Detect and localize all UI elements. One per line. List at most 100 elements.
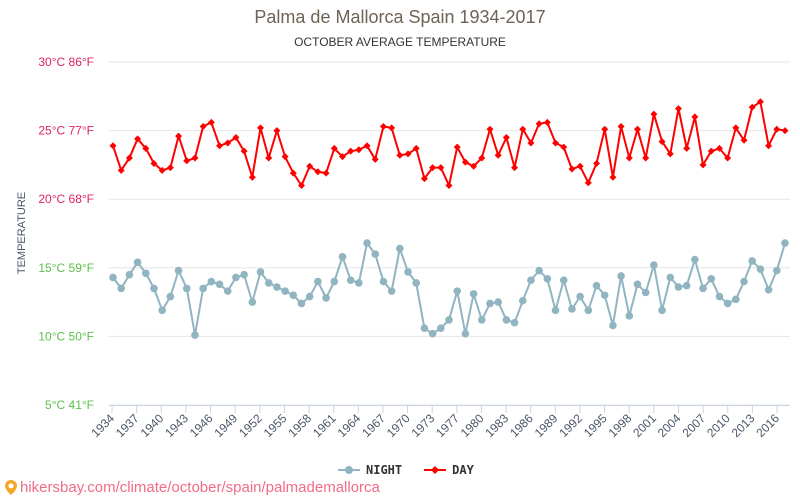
day-point[interactable] — [134, 135, 142, 143]
day-point[interactable] — [314, 168, 322, 176]
day-point[interactable] — [191, 154, 199, 162]
day-point[interactable] — [748, 103, 756, 111]
night-point[interactable] — [355, 279, 363, 287]
day-point[interactable] — [552, 139, 560, 147]
day-point[interactable] — [109, 142, 117, 150]
day-point[interactable] — [175, 132, 183, 140]
day-point[interactable] — [519, 125, 527, 133]
night-point[interactable] — [691, 255, 699, 264]
day-point[interactable] — [396, 151, 404, 159]
day-point[interactable] — [117, 166, 125, 174]
night-point[interactable] — [781, 239, 789, 247]
day-point[interactable] — [576, 162, 584, 170]
day-point[interactable] — [715, 144, 723, 152]
night-point[interactable] — [699, 284, 707, 293]
day-point[interactable] — [633, 125, 641, 133]
night-point[interactable] — [469, 290, 478, 298]
day-point[interactable] — [707, 147, 715, 155]
night-point[interactable] — [740, 277, 748, 286]
day-point[interactable] — [543, 118, 551, 126]
night-point[interactable] — [453, 287, 461, 295]
night-point[interactable] — [273, 283, 281, 291]
day-point[interactable] — [338, 153, 346, 161]
night-point[interactable] — [248, 298, 257, 306]
day-point[interactable] — [150, 160, 158, 168]
day-point[interactable] — [609, 173, 617, 181]
night-point[interactable] — [568, 305, 576, 313]
night-point[interactable] — [281, 287, 289, 295]
day-point[interactable] — [388, 124, 396, 132]
night-point[interactable] — [502, 316, 511, 324]
source-url[interactable]: hikersbay.com/climate/october/spain/palm… — [20, 479, 380, 496]
day-point[interactable] — [379, 122, 387, 130]
night-point[interactable] — [396, 244, 404, 253]
day-point[interactable] — [199, 122, 207, 130]
day-point[interactable] — [412, 144, 420, 152]
day-point[interactable] — [125, 154, 133, 162]
night-point[interactable] — [527, 276, 535, 284]
day-point[interactable] — [502, 133, 510, 141]
night-point[interactable] — [437, 324, 445, 332]
legend-item-night[interactable]: NIGHT — [338, 463, 402, 477]
night-point[interactable] — [141, 269, 150, 278]
night-point[interactable] — [363, 239, 371, 247]
day-point[interactable] — [666, 150, 674, 158]
day-point[interactable] — [732, 124, 740, 132]
day-point[interactable] — [183, 157, 191, 165]
night-point[interactable] — [682, 281, 691, 290]
night-point[interactable] — [559, 276, 568, 284]
day-point[interactable] — [658, 138, 666, 146]
night-point[interactable] — [650, 261, 658, 269]
day-point[interactable] — [593, 160, 601, 168]
night-point[interactable] — [117, 284, 125, 293]
night-point[interactable] — [477, 316, 486, 324]
day-point[interactable] — [404, 150, 412, 158]
day-point[interactable] — [158, 166, 166, 174]
night-point[interactable] — [322, 294, 330, 302]
night-point[interactable] — [330, 277, 339, 286]
day-point[interactable] — [265, 154, 273, 162]
night-point[interactable] — [404, 268, 412, 276]
day-point[interactable] — [232, 133, 240, 141]
night-point[interactable] — [535, 266, 543, 275]
night-point[interactable] — [658, 306, 666, 315]
night-point[interactable] — [305, 292, 314, 301]
night-point[interactable] — [617, 272, 625, 280]
day-point[interactable] — [429, 164, 437, 172]
night-point[interactable] — [674, 283, 683, 291]
night-point[interactable] — [240, 270, 248, 279]
night-point[interactable] — [773, 266, 781, 275]
night-point[interactable] — [289, 291, 298, 300]
day-point[interactable] — [560, 143, 568, 151]
day-point[interactable] — [224, 139, 232, 147]
night-point[interactable] — [256, 268, 265, 276]
day-point[interactable] — [773, 125, 781, 133]
night-point[interactable] — [412, 279, 421, 287]
day-point[interactable] — [273, 127, 281, 135]
day-point[interactable] — [724, 154, 732, 162]
night-point[interactable] — [215, 280, 224, 289]
day-point[interactable] — [740, 136, 748, 144]
day-point[interactable] — [240, 147, 248, 155]
day-point[interactable] — [650, 110, 658, 118]
day-point[interactable] — [601, 125, 609, 133]
source-link[interactable]: hikersbay.com/climate/october/spain/palm… — [5, 479, 380, 496]
day-point[interactable] — [371, 155, 379, 163]
night-point[interactable] — [420, 324, 429, 332]
day-point[interactable] — [486, 125, 494, 133]
day-point[interactable] — [207, 118, 215, 126]
day-point[interactable] — [445, 181, 453, 189]
night-point[interactable] — [518, 296, 527, 305]
night-point[interactable] — [158, 306, 166, 315]
night-point[interactable] — [174, 266, 183, 275]
night-point[interactable] — [723, 299, 732, 308]
day-point[interactable] — [363, 142, 371, 150]
day-point[interactable] — [289, 169, 297, 177]
legend-item-day[interactable]: DAY — [424, 463, 474, 477]
night-point[interactable] — [428, 329, 437, 338]
night-point[interactable] — [166, 292, 175, 301]
night-point[interactable] — [207, 277, 216, 286]
night-point[interactable] — [109, 273, 117, 282]
day-point[interactable] — [322, 169, 330, 177]
night-point[interactable] — [494, 298, 502, 306]
